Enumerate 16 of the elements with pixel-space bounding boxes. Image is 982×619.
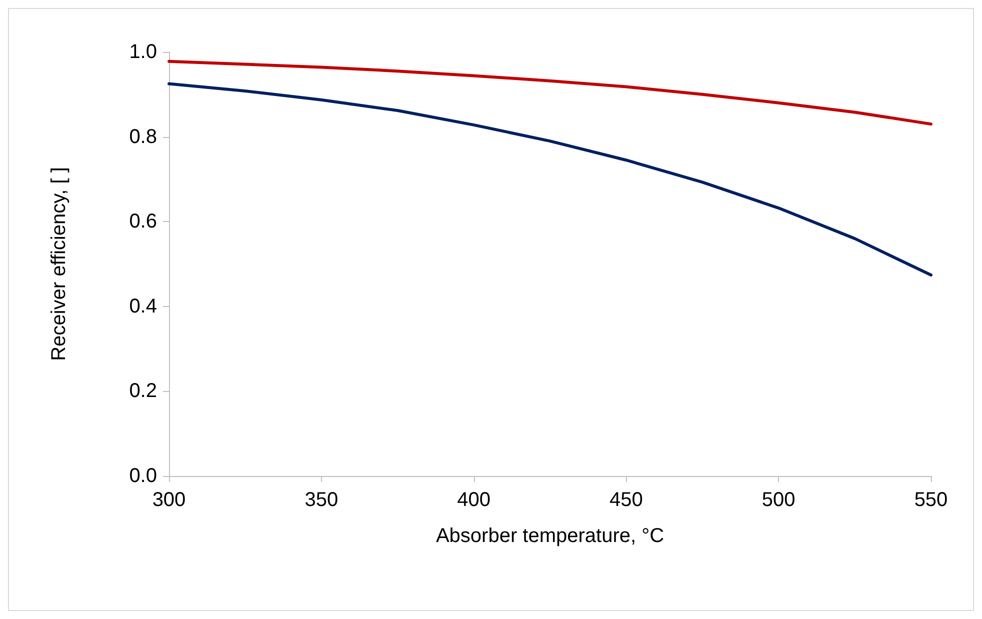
line-series [168,60,932,126]
x-tick-label: 500 [762,489,796,511]
x-tick-label: 350 [304,489,338,511]
y-axis-title: Receiver efficiency, [ ] [48,167,70,361]
x-tick-label: 550 [914,489,948,511]
x-tick-label: 300 [152,489,186,511]
y-tick-label: 0.8 [129,126,157,148]
y-tick-label: 0.2 [129,380,157,402]
y-tick-label: 1.0 [129,41,157,63]
x-axis-title: Absorber temperature, °C [436,525,664,547]
y-tick-label: 0.0 [129,465,157,487]
line-series [168,82,932,277]
y-tick-label: 0.4 [129,295,157,318]
x-tick-label: 450 [610,489,643,511]
x-tick-label: 400 [457,489,490,511]
y-tick-label: 0.6 [129,210,157,233]
